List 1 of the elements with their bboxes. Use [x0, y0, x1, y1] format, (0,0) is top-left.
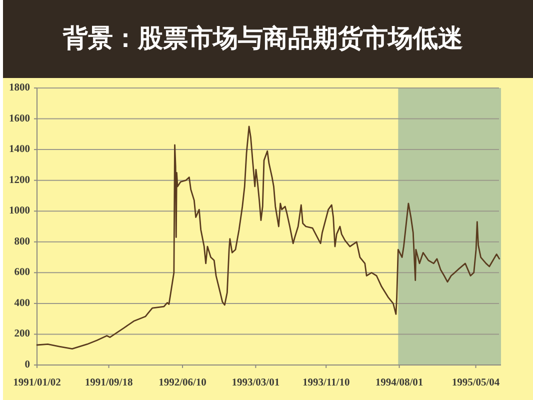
title: 背景：股票市场与商品期货市场低迷	[63, 24, 463, 52]
